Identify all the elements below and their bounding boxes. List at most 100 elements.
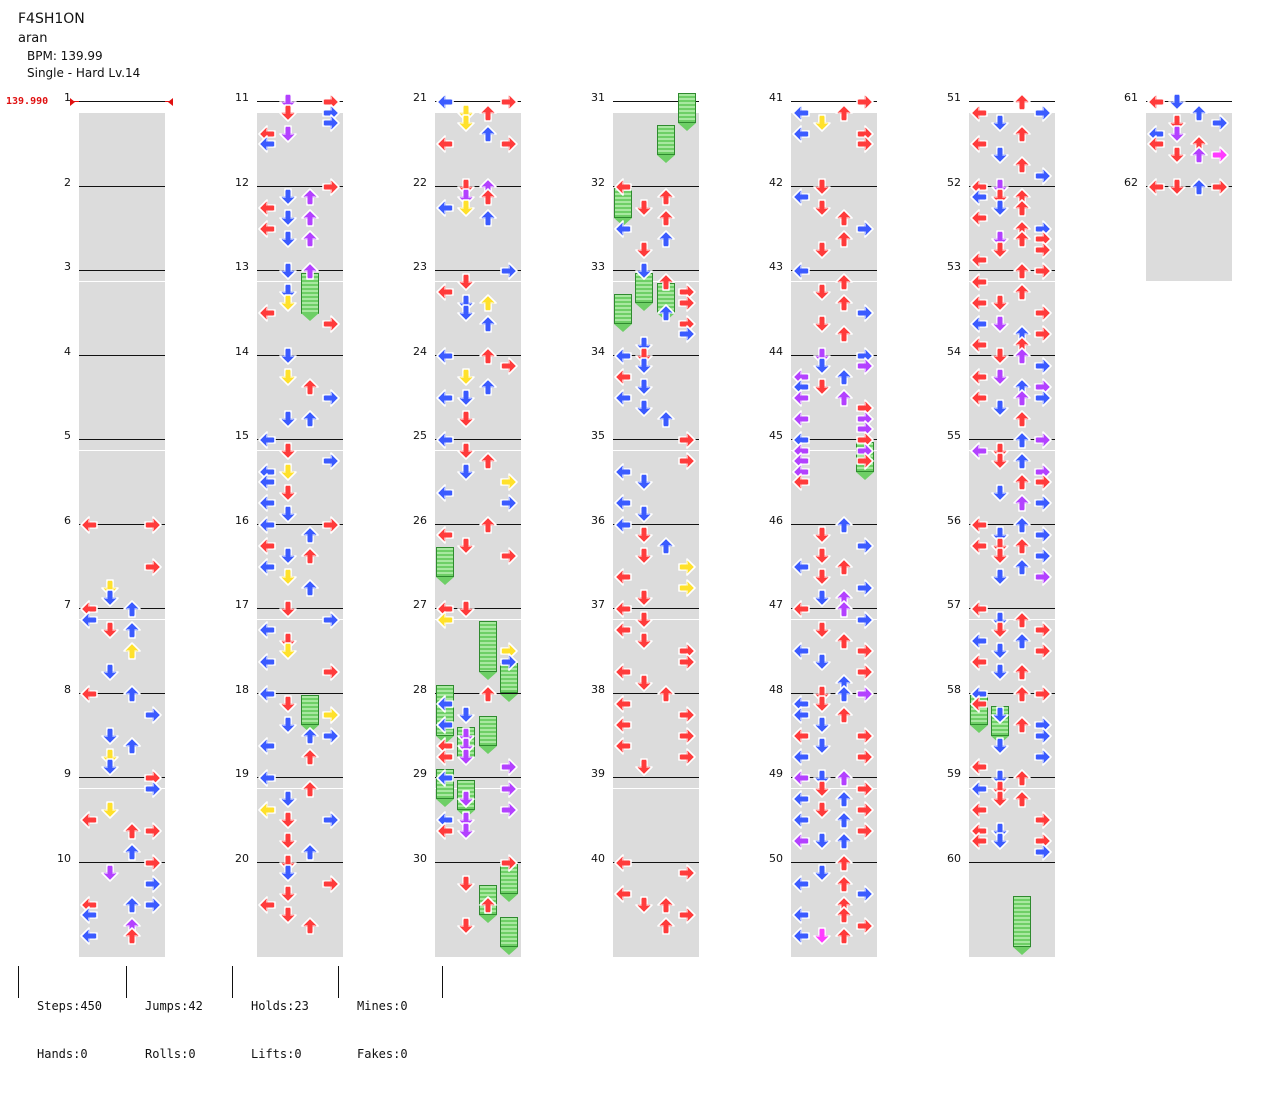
beat-band bbox=[791, 134, 877, 155]
arrow-up-icon bbox=[835, 811, 853, 829]
arrow-up-icon bbox=[835, 927, 853, 945]
measure-number: 35 bbox=[591, 429, 605, 442]
measure-line bbox=[79, 355, 165, 356]
beat-band bbox=[613, 556, 699, 577]
arrow-left-icon bbox=[792, 727, 810, 745]
beat-band bbox=[613, 577, 699, 598]
arrow-right-icon bbox=[500, 494, 518, 512]
beat-band bbox=[79, 324, 165, 345]
beat-band bbox=[791, 915, 877, 936]
arrow-down-icon bbox=[279, 716, 297, 734]
arrow-down-icon bbox=[635, 241, 653, 259]
beat-band bbox=[969, 831, 1055, 852]
hold-body-left bbox=[436, 547, 454, 577]
measure-line bbox=[257, 524, 343, 525]
beat-band bbox=[969, 408, 1055, 429]
arrow-left-icon bbox=[970, 537, 988, 555]
arrow-down-icon bbox=[457, 727, 475, 745]
arrow-up-icon bbox=[835, 875, 853, 893]
arrow-down-icon bbox=[101, 801, 119, 819]
arrow-up-icon bbox=[835, 854, 853, 872]
arrow-left-icon bbox=[792, 769, 810, 787]
arrow-left-icon bbox=[258, 199, 276, 217]
beat-band bbox=[969, 662, 1055, 683]
measure-line bbox=[79, 608, 165, 609]
beat-band bbox=[79, 831, 165, 852]
beat-band bbox=[257, 704, 343, 725]
arrow-up-icon bbox=[1190, 146, 1208, 164]
arrow-left-icon bbox=[436, 199, 454, 217]
arrow-down-icon bbox=[279, 463, 297, 481]
arrow-up-icon bbox=[657, 685, 675, 703]
measure-number: 31 bbox=[591, 91, 605, 104]
hold-tail bbox=[657, 155, 675, 163]
beat-band bbox=[613, 366, 699, 387]
arrow-right-icon bbox=[678, 706, 696, 724]
arrow-left-icon bbox=[436, 135, 454, 153]
arrow-down-icon bbox=[457, 104, 475, 122]
arrow-down-icon bbox=[813, 801, 831, 819]
arrow-right-icon bbox=[322, 875, 340, 893]
arrow-right-icon bbox=[678, 325, 696, 343]
measure-line bbox=[969, 355, 1055, 356]
arrow-left-icon bbox=[970, 135, 988, 153]
arrow-left-icon bbox=[614, 885, 632, 903]
arrow-up-icon bbox=[301, 230, 319, 248]
arrow-down-icon bbox=[279, 832, 297, 850]
arrow-right-icon bbox=[144, 896, 162, 914]
beat-band bbox=[435, 915, 521, 936]
arrow-right-icon bbox=[1034, 325, 1052, 343]
beat-band bbox=[613, 282, 699, 303]
beat-band bbox=[791, 218, 877, 239]
arrow-up-icon bbox=[123, 896, 141, 914]
arrow-left-icon bbox=[792, 104, 810, 122]
arrow-right-icon bbox=[322, 811, 340, 829]
hold-body-up bbox=[479, 716, 497, 746]
beat-band bbox=[79, 472, 165, 493]
arrow-right-icon bbox=[500, 780, 518, 798]
arrow-right-icon bbox=[856, 727, 874, 745]
arrow-down-icon bbox=[1168, 125, 1186, 143]
arrow-right-icon bbox=[1034, 843, 1052, 861]
beat-band bbox=[969, 239, 1055, 260]
arrow-left-icon bbox=[258, 537, 276, 555]
beat-band bbox=[613, 704, 699, 725]
measure-line bbox=[257, 693, 343, 694]
arrow-left-icon bbox=[970, 516, 988, 534]
arrow-down-icon bbox=[635, 547, 653, 565]
arrow-up-icon bbox=[301, 188, 319, 206]
arrow-left-icon bbox=[792, 642, 810, 660]
arrow-up-icon bbox=[835, 230, 853, 248]
beat-band bbox=[791, 662, 877, 683]
hold-body-up bbox=[657, 125, 675, 155]
beat-band bbox=[257, 282, 343, 303]
beat-band bbox=[613, 387, 699, 408]
beat-band bbox=[435, 535, 521, 556]
arrow-up-icon bbox=[301, 917, 319, 935]
beat-band bbox=[613, 472, 699, 493]
arrow-right-icon bbox=[1034, 494, 1052, 512]
measure-line bbox=[791, 777, 877, 778]
measure-line bbox=[613, 862, 699, 863]
beat-band bbox=[969, 810, 1055, 831]
beat-band bbox=[435, 218, 521, 239]
arrow-right-icon bbox=[856, 579, 874, 597]
arrow-down-icon bbox=[635, 357, 653, 375]
beat-band bbox=[969, 873, 1055, 894]
arrow-right-icon bbox=[144, 516, 162, 534]
measure-line bbox=[791, 439, 877, 440]
arrow-down-icon bbox=[279, 294, 297, 312]
beat-band bbox=[969, 704, 1055, 725]
arrow-left-icon bbox=[436, 283, 454, 301]
arrow-left-icon bbox=[258, 685, 276, 703]
arrow-up-icon bbox=[123, 621, 141, 639]
arrow-up-icon bbox=[479, 685, 497, 703]
arrow-left-icon bbox=[970, 368, 988, 386]
beat-band bbox=[1146, 239, 1232, 260]
arrow-down-icon bbox=[991, 642, 1009, 660]
arrow-down-icon bbox=[279, 104, 297, 122]
arrow-down-icon bbox=[279, 410, 297, 428]
arrow-left-icon bbox=[792, 790, 810, 808]
measure-number: 5 bbox=[64, 429, 71, 442]
measure-line bbox=[969, 101, 1055, 102]
